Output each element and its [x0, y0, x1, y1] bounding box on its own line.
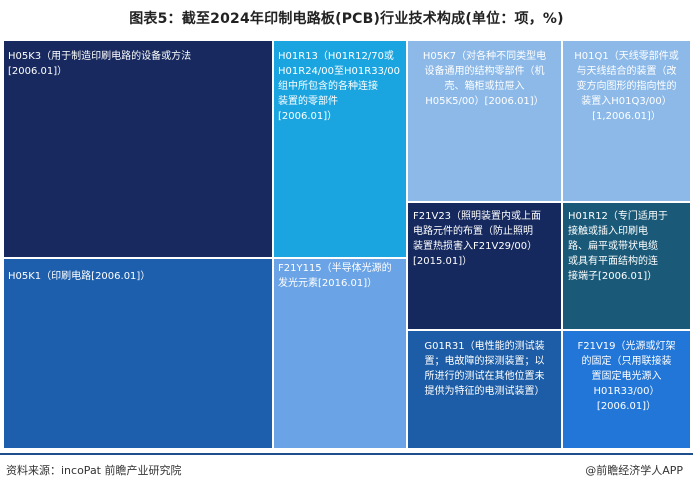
tile-h01r13: H01R13（H01R12/70或 H01R24/00至H01R33/00 组中所包…	[274, 41, 406, 257]
tile-h05k3: H05K3（用于制造印刷电路的设备或方法 [2006.01]）	[4, 41, 272, 257]
tile-label-line: F21V23（照明装置内或上面	[413, 211, 542, 222]
tile-f21v23: F21V23（照明装置内或上面 电路元件的布置（防止照明 装置热损害入F21V29/…	[408, 203, 561, 329]
tile-label-line: 发光元素[2016.01]）	[278, 278, 378, 289]
tile-label-line: H01R13（H01R12/70或	[278, 51, 394, 62]
tile-label-line: 变方向图形的指向性的	[576, 81, 677, 92]
tile-h05k7: H05K7（对各种不同类型电 设备通用的结构零部件（机 壳、箱柜或拉屉入 H05K5/…	[408, 41, 561, 201]
tile-label-line: 接触或插入印刷电	[568, 226, 648, 237]
tile-label-line: H01R12（专门适用于	[568, 211, 668, 222]
tile-label-line: H01R24/00至H01R33/00	[278, 66, 401, 77]
tile-label-line: 组中所包含的各种连接	[278, 81, 378, 92]
tile-label-line: 接端子[2006.01]）	[568, 271, 658, 282]
tile-label-line: H01Q1（天线零部件或	[574, 51, 679, 62]
tile-label-line: G01R31（电性能的测试装	[424, 341, 545, 352]
tile-h05k1: H05K1（印刷电路[2006.01]）	[4, 259, 272, 448]
tile-label-line: F21V19（光源或灯架	[577, 341, 676, 352]
tile-g01r31: G01R31（电性能的测试装 置；电故障的探测装置；以 所进行的测试在其他位置未 提供…	[408, 331, 561, 448]
tile-h01r12: H01R12（专门适用于 接触或插入印刷电 路、扁平或带状电缆 或具有平面结构的连 接端…	[563, 203, 690, 329]
tile-label-line: 壳、箱柜或拉屉入	[444, 81, 525, 92]
tile-label-line: H01R33/00）	[593, 386, 660, 397]
tile-label-line: 装置的零部件	[278, 96, 338, 107]
treemap-chart: H05K3（用于制造印刷电路的设备或方法 [2006.01]） H05K1（印刷电路…	[4, 41, 690, 448]
tile-label-line: 置固定电光源入	[591, 371, 662, 382]
chart-title: 图表5：截至2024年印制电路板(PCB)行业技术构成(单位：项，%)	[129, 11, 564, 27]
tile-label-line: 与天线结合的装置（改	[576, 66, 677, 77]
tile-label-line: [2006.01]）	[8, 66, 68, 77]
tile-label-line: [2015.01]）	[413, 256, 473, 267]
brand-credit: @前瞻经济学人APP	[585, 464, 683, 477]
tile-label-line: [2006.01]）	[596, 401, 657, 412]
tile-label-line: 装置入H01Q3/00）	[581, 96, 672, 107]
tile-label-line: H05K3（用于制造印刷电路的设备或方法	[8, 51, 192, 62]
tile-label-line: 设备通用的结构零部件（机	[424, 66, 545, 77]
tile-label-line: 的固定（只用联接装	[581, 356, 672, 367]
tile-label-line: 电路元件的布置（防止照明	[413, 226, 533, 237]
tile-label-line: F21Y115（半导体光源的	[278, 263, 392, 274]
tile-label-line: 所进行的测试在其他位置未	[424, 371, 545, 382]
tile-h01q1: H01Q1（天线零部件或 与天线结合的装置（改 变方向图形的指向性的 装置入H01Q3…	[563, 41, 690, 201]
tile-label-line: 提供为特征的电测试装置）	[424, 386, 545, 397]
tile-label-line: [1,2006.01]）	[592, 111, 661, 122]
tile-label-line: 装置热损害入F21V29/00）	[413, 241, 538, 252]
tile-label-line: H05K1（印刷电路[2006.01]）	[8, 271, 151, 282]
tile-f21y115: F21Y115（半导体光源的 发光元素[2016.01]）	[274, 259, 406, 448]
tile-label-line: H05K5/00）[2006.01]）	[425, 96, 544, 107]
source-note: 资料来源：incoPat 前瞻产业研究院	[6, 464, 182, 477]
tile-label-line: [2006.01]）	[278, 111, 338, 122]
tile-label-line: 或具有平面结构的连	[568, 256, 658, 267]
tile-label-line: H05K7（对各种不同类型电	[422, 51, 547, 62]
tile-label-line: 置；电故障的探测装置；以	[424, 356, 545, 367]
tile-f21v19: F21V19（光源或灯架 的固定（只用联接装 置固定电光源入 H01R33/00） [2…	[563, 331, 690, 448]
footer: 资料来源：incoPat 前瞻产业研究院 @前瞻经济学人APP	[0, 453, 693, 485]
tile-label-line: 路、扁平或带状电缆	[568, 241, 658, 252]
